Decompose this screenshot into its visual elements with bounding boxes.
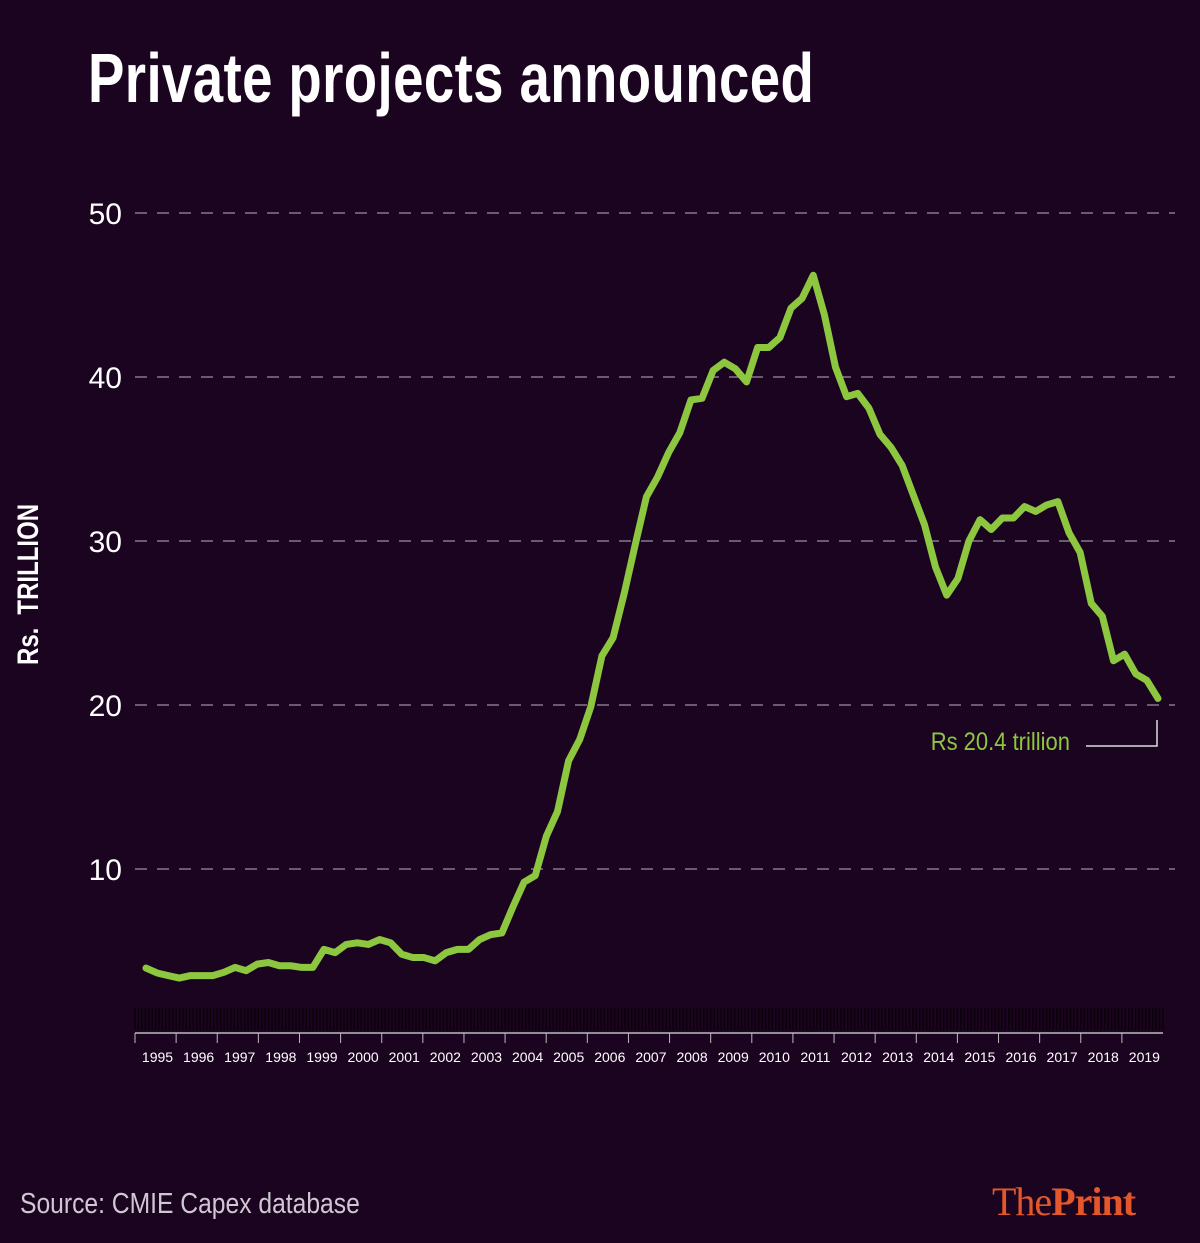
x-tick-label: 1996	[183, 1049, 214, 1065]
series-line	[142, 271, 1162, 982]
x-tick-label: 2018	[1088, 1049, 1119, 1065]
x-tick-label: 2000	[348, 1049, 379, 1065]
x-tick-label: 2015	[964, 1049, 995, 1065]
y-tick-label: 10	[89, 854, 122, 887]
x-tick-label: 2007	[635, 1049, 666, 1065]
x-tick-label: 2016	[1005, 1049, 1036, 1065]
x-tick-label: 2010	[759, 1049, 790, 1065]
x-tick-label: 2004	[512, 1049, 543, 1065]
x-tick-label: 2012	[841, 1049, 872, 1065]
x-tick-label: 1998	[265, 1049, 296, 1065]
x-tick-label: 2017	[1047, 1049, 1078, 1065]
y-axis-ticks: 10 20 30 40 50	[89, 198, 122, 887]
x-axis: 1995 1996 1997 1998 1999 2000 2001 2002 2003 2004…	[134, 1008, 1164, 1065]
x-tick-label: 2013	[882, 1049, 913, 1065]
x-tick-label: 2008	[676, 1049, 707, 1065]
y-tick-label: 30	[89, 526, 122, 559]
y-tick-label: 40	[89, 362, 122, 395]
x-tick-label: 2009	[718, 1049, 749, 1065]
x-tick-label: 2003	[471, 1049, 502, 1065]
x-tick-label: 1997	[224, 1049, 255, 1065]
logo-part2: Print	[1051, 1179, 1136, 1224]
x-tick-label: 1999	[306, 1049, 337, 1065]
x-tick-label: 2006	[594, 1049, 625, 1065]
source-note: Source: CMIE Capex database	[20, 1188, 360, 1220]
y-tick-label: 20	[89, 690, 122, 723]
x-tick-label: 1995	[142, 1049, 173, 1065]
y-tick-label: 50	[89, 198, 122, 231]
annotation-label: Rs 20.4 trillion	[931, 728, 1070, 756]
y-axis-label: Rs. TRILLION	[12, 503, 45, 665]
chart-title: Private projects announced	[88, 39, 815, 117]
x-tick-label: 2005	[553, 1049, 584, 1065]
x-tick-label: 2011	[800, 1049, 830, 1065]
x-tick-label: 2002	[430, 1049, 461, 1065]
x-tick-label: 2019	[1129, 1049, 1160, 1065]
logo-part1: The	[992, 1179, 1052, 1224]
x-tick-label: 2001	[389, 1049, 420, 1065]
theprint-logo: ThePrint	[992, 1178, 1136, 1225]
x-tick-label: 2014	[923, 1049, 954, 1065]
annotation-leader-line	[1086, 720, 1158, 747]
gridlines	[135, 212, 1175, 870]
